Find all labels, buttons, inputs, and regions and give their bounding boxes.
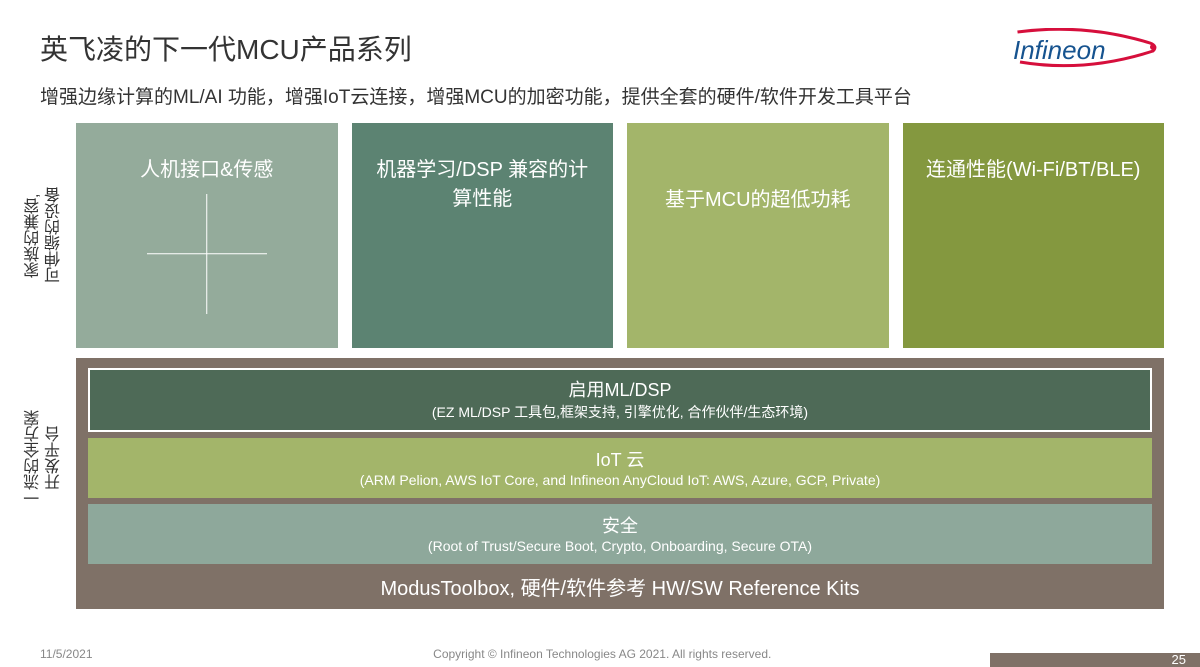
platform-layer-subtitle: (EZ ML/DSP 工具包,框架支持, 引擎优化, 合作伙伴/生态环境) [98, 402, 1142, 422]
platform-layer-1: IoT 云(ARM Pelion, AWS IoT Core, and Infi… [88, 438, 1152, 498]
page-number-bar [990, 653, 1200, 667]
slide-header: 英飞凌的下一代MCU产品系列 Infineon [0, 0, 1200, 82]
pillar-1: 机器学习/DSP 兼容的计算性能 [352, 123, 614, 348]
pillar-label: 基于MCU的超低功耗 [665, 183, 851, 212]
infineon-logo: Infineon [1010, 28, 1160, 74]
pillar-label: 机器学习/DSP 兼容的计算性能 [368, 153, 598, 211]
slide-title: 英飞凌的下一代MCU产品系列 [40, 28, 412, 68]
page-number: 25 [1172, 652, 1186, 667]
slide-subtitle: 增强边缘计算的ML/AI 功能，增强IoT云连接，增强MCU的加密功能，提供全套… [0, 82, 1200, 123]
platform-layer-subtitle: (Root of Trust/Secure Boot, Crypto, Onbo… [98, 538, 1142, 554]
platform-layer-title: 启用ML/DSP [98, 376, 1142, 402]
platform-layer-title: 安全 [98, 512, 1142, 538]
platform-block: 启用ML/DSP(EZ ML/DSP 工具包,框架支持, 引擎优化, 合作伙伴/… [76, 358, 1164, 609]
platform-bottom-label: ModusToolbox, 硬件/软件参考 HW/SW Reference Ki… [88, 570, 1152, 603]
logo-text: Infineon [1013, 35, 1106, 65]
pillar-label: 人机接口&传感 [140, 153, 273, 182]
slide-body: 家族的兼容, 可伸缩的设备 一流的全方案 开发平台 人机接口&传感 机器学习/DS… [0, 123, 1200, 609]
pillar-2: 基于MCU的超低功耗 [627, 123, 889, 348]
pillar-3: 连通性能(Wi-Fi/BT/BLE) [903, 123, 1165, 348]
main-column: 人机接口&传感 机器学习/DSP 兼容的计算性能基于MCU的超低功耗 连通性能(Wi… [76, 123, 1164, 609]
platform-layer-2: 安全(Root of Trust/Secure Boot, Crypto, On… [88, 504, 1152, 564]
pillar-label: 连通性能(Wi-Fi/BT/BLE) [926, 153, 1140, 182]
plus-icon [147, 194, 267, 314]
footer-copyright: Copyright © Infineon Technologies AG 202… [433, 647, 771, 661]
side-label-top: 家族的兼容, 可伸缩的设备 [20, 123, 70, 348]
footer-date: 11/5/2021 [40, 647, 93, 661]
side-label-bottom: 一流的全方案 开发平台 [20, 348, 70, 568]
pillar-0: 人机接口&传感 [76, 123, 338, 348]
platform-layer-title: IoT 云 [98, 446, 1142, 472]
side-labels: 家族的兼容, 可伸缩的设备 一流的全方案 开发平台 [20, 123, 70, 609]
platform-layer-subtitle: (ARM Pelion, AWS IoT Core, and Infineon … [98, 472, 1142, 488]
pillars-row: 人机接口&传感 机器学习/DSP 兼容的计算性能基于MCU的超低功耗 连通性能(Wi… [76, 123, 1164, 348]
platform-layer-0: 启用ML/DSP(EZ ML/DSP 工具包,框架支持, 引擎优化, 合作伙伴/… [88, 368, 1152, 432]
